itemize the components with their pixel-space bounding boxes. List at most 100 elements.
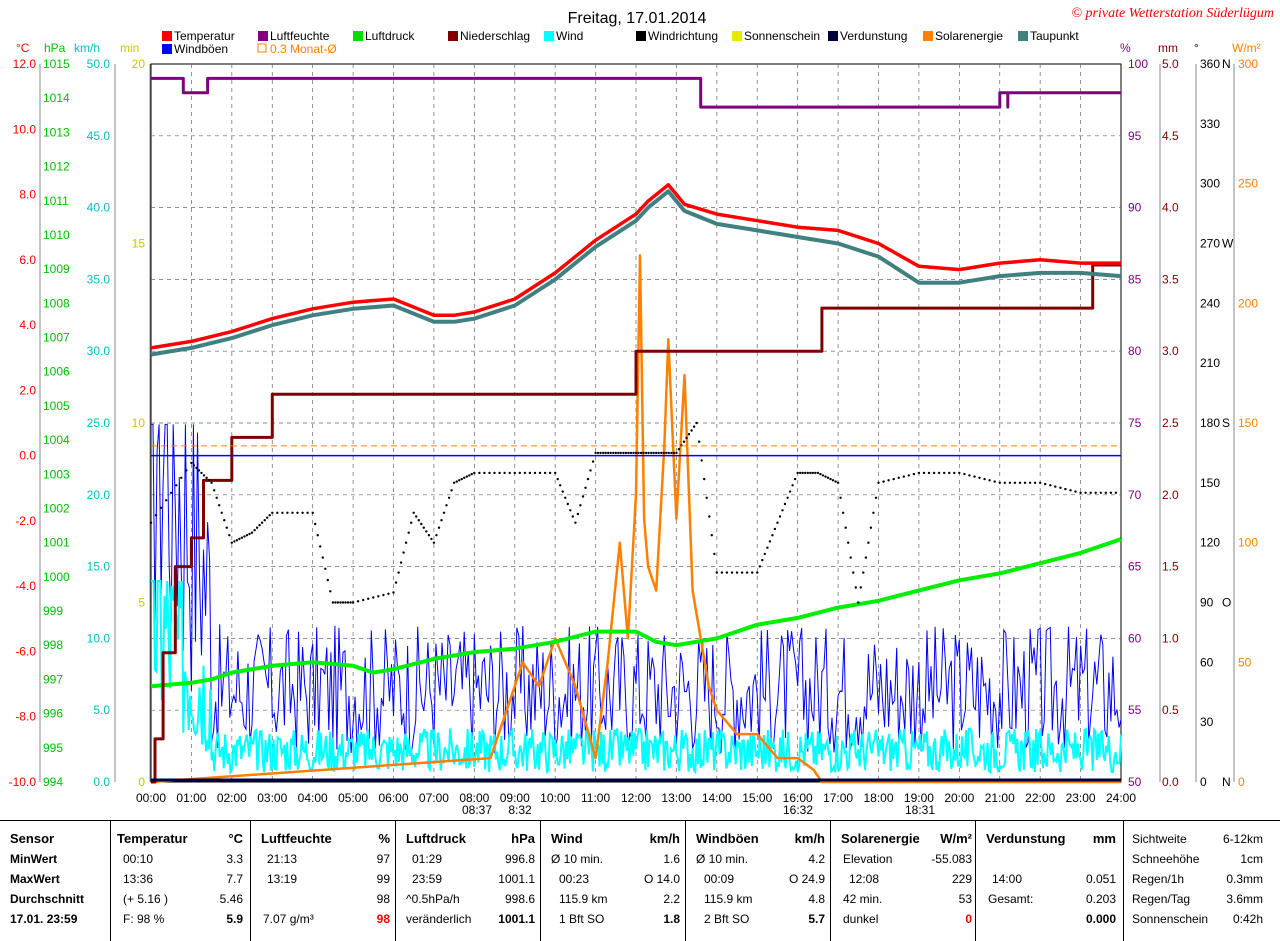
direction-tick: 210 <box>1200 356 1220 370</box>
wind-direction-point <box>1003 481 1006 484</box>
wind-direction-point <box>826 476 830 479</box>
wind-direction-point <box>963 472 966 476</box>
wind-direction-point <box>362 598 365 602</box>
wind-direction-point <box>538 471 542 475</box>
wind-direction-point <box>1104 491 1108 494</box>
wind-direction-point <box>314 522 317 526</box>
direction-unit-label: ° <box>1194 41 1199 55</box>
pressure-tick: 1002 <box>43 501 70 515</box>
wind-direction-point <box>498 471 501 475</box>
stats-misc: Sichtweite 6-12km Schneehöhe 1cm Regen/1h 0… <box>1123 821 1280 941</box>
wind-direction-point <box>271 511 274 514</box>
humidity-tick: 75 <box>1128 416 1142 430</box>
wind-direction-point <box>344 601 347 604</box>
wind-direction-point <box>703 477 706 481</box>
wind-direction-point <box>571 515 574 518</box>
wind-direction-point <box>452 481 456 484</box>
wind-direction-point <box>225 526 228 529</box>
wind-direction-point <box>402 551 405 554</box>
wind-direction-point <box>604 451 607 455</box>
wind-direction-point <box>660 451 663 455</box>
wind-direction-point <box>569 509 572 512</box>
pressure-tick: 1014 <box>43 91 70 105</box>
wind-direction-point <box>533 471 537 475</box>
wind-direction-point <box>1044 482 1047 486</box>
direction-tick: 270 <box>1200 237 1220 251</box>
wind-distance: 115.9 km <box>559 892 608 906</box>
wind-direction-point <box>725 571 729 574</box>
wind-direction-point <box>882 480 885 483</box>
direction-tick: 60 <box>1200 655 1214 669</box>
wind-direction-point <box>478 471 481 475</box>
wind-direction-point <box>589 469 592 472</box>
wind-direction-point <box>816 471 820 475</box>
wind-direction-point <box>468 474 471 477</box>
hour-label: 09:00 <box>500 791 530 805</box>
humidity-tick: 55 <box>1128 703 1142 717</box>
wind-direction-point <box>1069 489 1072 492</box>
wind-direction-point <box>705 496 708 499</box>
temp-tick: -8.0 <box>15 710 36 724</box>
wind-direction-point <box>430 537 433 541</box>
wind-max-value: O 14.0 <box>643 872 680 886</box>
legend-label: Luftfeuchte <box>270 29 330 43</box>
wind-direction-point <box>230 541 233 544</box>
direction-letter: N <box>1222 775 1231 789</box>
solar-current-value: 0 <box>965 912 972 926</box>
wind-direction-point <box>159 506 163 509</box>
direction-tick: 300 <box>1200 177 1220 191</box>
pressure-avg-value: 998.6 <box>504 892 535 906</box>
pressure-tick: 1010 <box>43 228 70 242</box>
temp-title: Temperatur <box>117 831 188 846</box>
minutes-tick: 15 <box>132 237 146 251</box>
wind-direction-point <box>594 451 597 455</box>
wind-direction-point <box>862 571 865 574</box>
temp-tick: 2.0 <box>19 383 36 397</box>
humidity-tick: 65 <box>1128 560 1142 574</box>
humidity-tick: 80 <box>1128 344 1142 358</box>
wind-direction-point <box>776 521 779 524</box>
wind-direction-point <box>877 481 880 484</box>
temp-tick: 10.0 <box>13 122 37 136</box>
pressure-title: Luftdruck <box>406 831 466 846</box>
direction-tick: 120 <box>1200 536 1220 550</box>
gusts-unit: km/h <box>794 831 825 846</box>
wind-direction-point <box>192 464 196 467</box>
wind-direction-point <box>978 476 981 479</box>
wind-direction-point <box>306 511 309 514</box>
stats-humidity: Luftfeuchte% 21:13 97 13:19 99 98 7.07 g/m… <box>250 821 396 941</box>
solar-state: dunkel <box>843 912 879 926</box>
legend-label: Niederschlag <box>460 29 530 43</box>
rain-hour-label: Regen/1h <box>1132 872 1185 886</box>
wind-direction-point <box>255 526 259 529</box>
wind-direction-point <box>349 601 352 604</box>
legend-swatch <box>353 31 363 41</box>
wind-direction-point <box>907 474 910 477</box>
wind-unit-label: km/h <box>74 41 100 55</box>
wind-direction-point <box>586 477 590 481</box>
wind-direction-point <box>248 532 251 536</box>
sunset-time: 16:32 <box>783 803 813 817</box>
direction-tick: 360 <box>1200 57 1220 71</box>
wind-direction-point <box>319 545 322 548</box>
wind-direction-point <box>824 475 827 478</box>
wind-direction-point <box>665 451 668 455</box>
wind-direction-point <box>301 511 304 514</box>
wind-direction-point <box>399 561 403 564</box>
wind-direction-point <box>682 440 686 443</box>
wind-direction-point <box>420 522 423 526</box>
wind-direction-point <box>334 601 337 604</box>
wind-direction-point <box>197 469 201 472</box>
legend-swatch <box>828 31 838 41</box>
temp-unit: °C <box>228 831 243 846</box>
wind-direction-point <box>324 567 327 570</box>
wind-direction-point <box>377 595 380 598</box>
wind-direction-point <box>316 534 319 537</box>
wind-direction-point <box>1079 491 1082 494</box>
temp-tick: 4.0 <box>19 318 36 332</box>
wind-direction-point <box>781 509 784 512</box>
wind-direction-point <box>554 471 557 475</box>
wind-direction-point <box>404 541 408 544</box>
wind-direction-point <box>281 511 284 514</box>
wind-direction-point <box>566 502 569 506</box>
